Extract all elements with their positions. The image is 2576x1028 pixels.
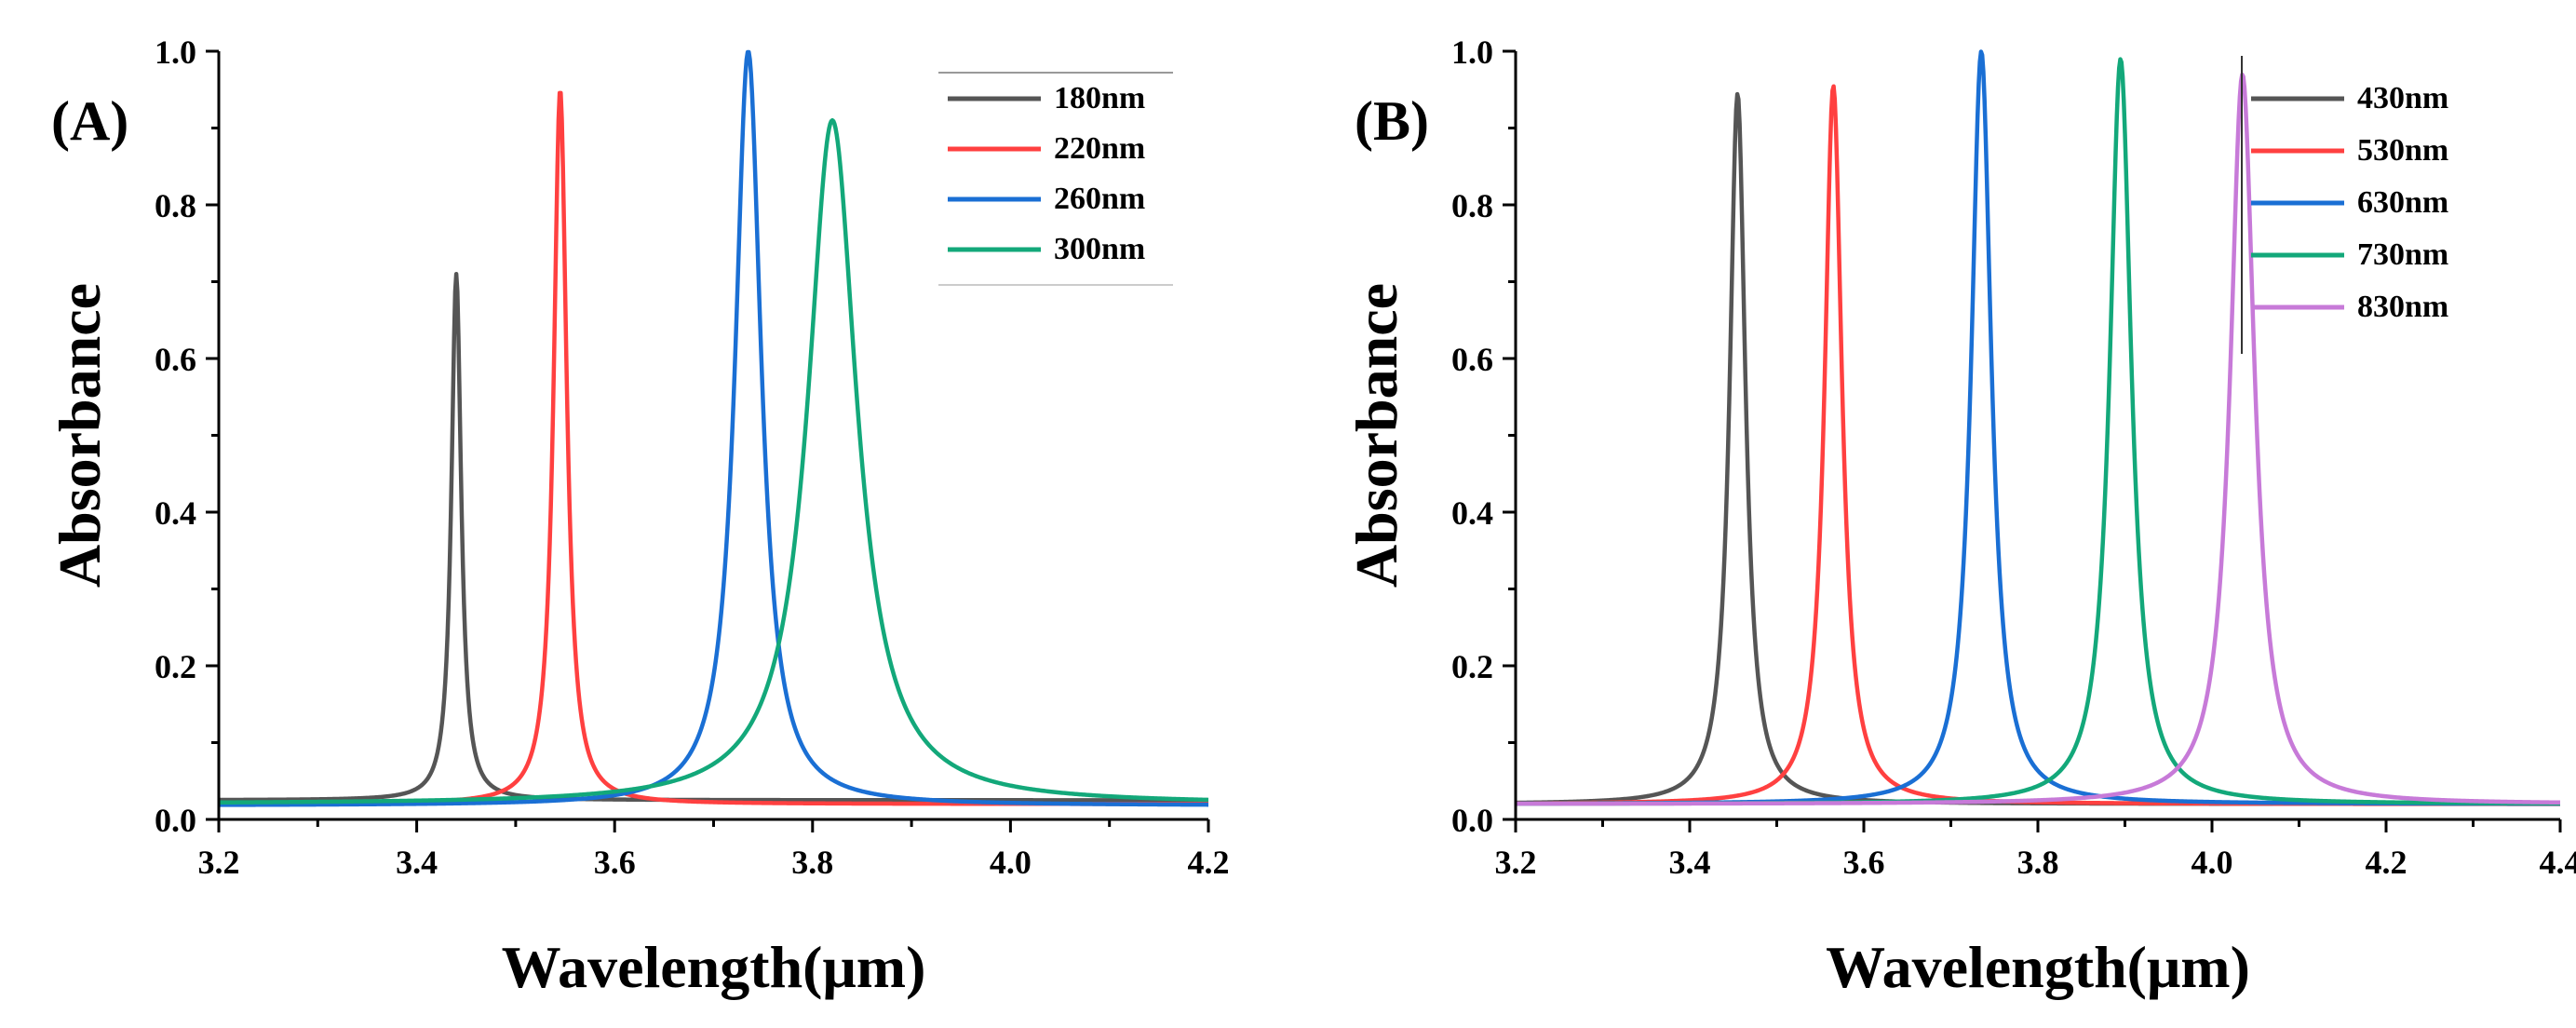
x-tick-label: 4.0 [990, 844, 1032, 881]
y-tick-label: 0.0 [155, 802, 196, 839]
series-line-260nm [217, 49, 1210, 807]
y-tick-label: 0.6 [155, 341, 196, 378]
y-tick-label: 0.4 [1451, 494, 1493, 532]
legend: 180nm 220nm 260nm 300nm [938, 72, 1173, 286]
legend-label: 260nm [1054, 182, 1145, 216]
series-lines [1515, 49, 2561, 806]
x-tick-label: 3.4 [1669, 844, 1711, 881]
x-tick-label: 3.6 [594, 844, 636, 881]
series-line-180nm [217, 272, 1210, 803]
x-tick-label: 3.2 [198, 844, 240, 881]
series-line-830nm [1515, 72, 2561, 806]
x-axis-title: Wavelength(μm) [1826, 934, 2250, 1000]
y-tick-label: 0.0 [1451, 802, 1493, 839]
x-tick-label: 4.2 [2366, 844, 2407, 881]
y-tick-label: 0.8 [155, 187, 196, 224]
legend-label: 220nm [1054, 131, 1145, 166]
y-tick-label: 1.0 [155, 34, 196, 71]
panel-label: (A) [51, 90, 128, 152]
x-axis-title: Wavelength(μm) [502, 934, 926, 1000]
x-tick-label: 3.6 [1843, 844, 1885, 881]
chart-panel-0: (A) 3.2 3.4 3.6 3.8 4.0 4.2 0.0 0.2 0.4 0.6 0.8 1.0 W… [47, 34, 1230, 1000]
series-line-300nm [217, 118, 1210, 805]
series-lines [217, 49, 1210, 807]
legend-label: 630nm [2357, 185, 2448, 220]
x-tick-label: 3.4 [396, 844, 438, 881]
x-tick-label: 3.8 [791, 844, 833, 881]
series-line-730nm [1515, 57, 2561, 806]
panel-label: (B) [1355, 90, 1429, 152]
x-tick-label: 3.8 [2017, 844, 2059, 881]
y-axis-title: Absorbance [47, 283, 113, 588]
x-tick-label: 4.4 [2540, 844, 2576, 881]
x-tick-label: 3.2 [1495, 844, 1537, 881]
x-tick-label: 4.2 [1188, 844, 1230, 881]
y-tick-label: 0.2 [1451, 648, 1493, 685]
legend-label: 830nm [2357, 290, 2448, 324]
legend-label: 430nm [2357, 81, 2448, 115]
y-tick-label: 0.8 [1451, 187, 1493, 224]
chart-panel-1: (B) 3.2 3.4 3.6 3.8 4.0 4.2 4.4 0.0 0.2 0.4 0.6 0.8 1… [1343, 34, 2576, 1000]
y-axis-title: Absorbance [1343, 283, 1409, 588]
legend-label: 530nm [2357, 133, 2448, 168]
legend-label: 730nm [2357, 237, 2448, 272]
y-tick-label: 0.2 [155, 648, 196, 685]
legend-label: 180nm [1054, 81, 1145, 115]
legend-label: 300nm [1054, 232, 1145, 266]
y-tick-label: 0.6 [1451, 341, 1493, 378]
y-tick-label: 0.4 [155, 494, 196, 532]
y-tick-label: 1.0 [1451, 34, 1493, 71]
legend: 430nm 530nm 630nm 730nm 830nm [2241, 56, 2448, 354]
x-tick-label: 4.0 [2192, 844, 2233, 881]
